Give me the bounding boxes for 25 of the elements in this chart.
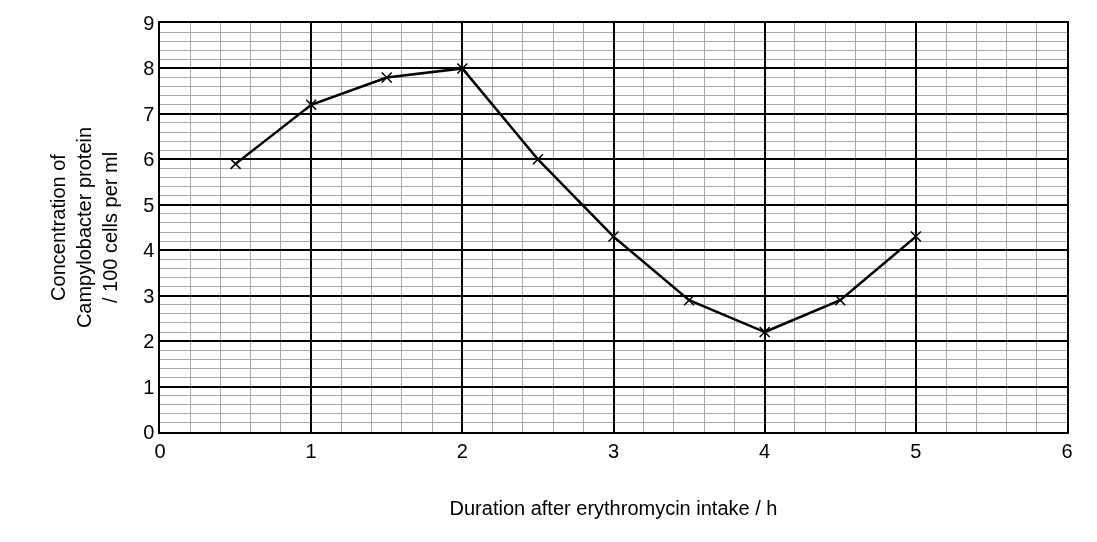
y-tick-label: 5	[143, 193, 155, 216]
y-tick-label: 6	[143, 148, 155, 171]
y-tick-label: 9	[143, 12, 155, 34]
point	[305, 99, 317, 111]
x-tick-label: 6	[1061, 439, 1073, 462]
x-tick-label: 1	[305, 439, 317, 462]
x-tick-label: 4	[759, 439, 771, 462]
x-tick-label: 3	[607, 439, 620, 462]
point	[834, 294, 846, 306]
y-tick-label: 8	[143, 57, 155, 80]
y-tick-label: 3	[143, 284, 155, 307]
y-tick-label: 0	[143, 421, 155, 443]
point	[683, 294, 695, 306]
x-axis-title: Duration after erythromycin intake / h	[449, 496, 778, 519]
point	[910, 230, 922, 243]
y-tick-label: 1	[143, 375, 155, 398]
y-tick-label: 2	[143, 330, 155, 353]
y-tick-label: 7	[143, 102, 155, 125]
x-tick-label: 5	[910, 439, 922, 462]
x-tick-label: 2	[456, 439, 468, 462]
point	[381, 71, 393, 84]
y-axis-title: Concentration of Campylobacter protein / 100 cells per ml	[47, 126, 122, 329]
y-tick-label: 4	[143, 239, 155, 262]
point	[758, 326, 771, 338]
point	[532, 153, 544, 166]
